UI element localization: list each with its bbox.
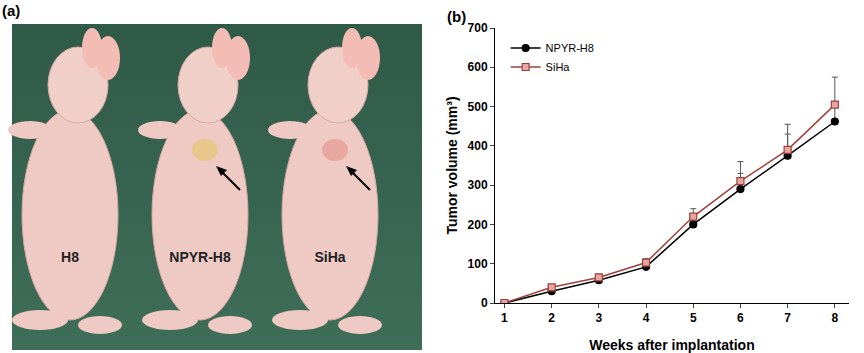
svg-text:H8: H8 (61, 249, 79, 265)
svg-text:100: 100 (468, 257, 488, 271)
svg-text:5: 5 (690, 311, 697, 325)
svg-text:500: 500 (468, 100, 488, 114)
svg-text:0: 0 (481, 296, 488, 310)
svg-text:6: 6 (737, 311, 744, 325)
svg-text:600: 600 (468, 60, 488, 74)
svg-text:2: 2 (548, 311, 555, 325)
svg-text:7: 7 (784, 311, 791, 325)
svg-text:NPYR-H8: NPYR-H8 (546, 42, 594, 54)
svg-text:700: 700 (468, 21, 488, 35)
svg-text:300: 300 (468, 178, 488, 192)
svg-text:1: 1 (501, 311, 508, 325)
svg-text:400: 400 (468, 139, 488, 153)
svg-text:SiHa: SiHa (314, 249, 345, 265)
svg-text:3: 3 (595, 311, 602, 325)
svg-text:(a): (a) (2, 2, 20, 19)
svg-text:Tumor volume (mm³): Tumor volume (mm³) (444, 96, 460, 234)
svg-text:4: 4 (643, 311, 650, 325)
svg-text:8: 8 (831, 311, 838, 325)
svg-text:SiHa: SiHa (546, 61, 571, 73)
svg-text:(b): (b) (447, 8, 466, 25)
svg-text:200: 200 (468, 218, 488, 232)
svg-text:NPYR-H8: NPYR-H8 (169, 249, 231, 265)
svg-text:Weeks after implantation: Weeks after implantation (589, 337, 754, 353)
